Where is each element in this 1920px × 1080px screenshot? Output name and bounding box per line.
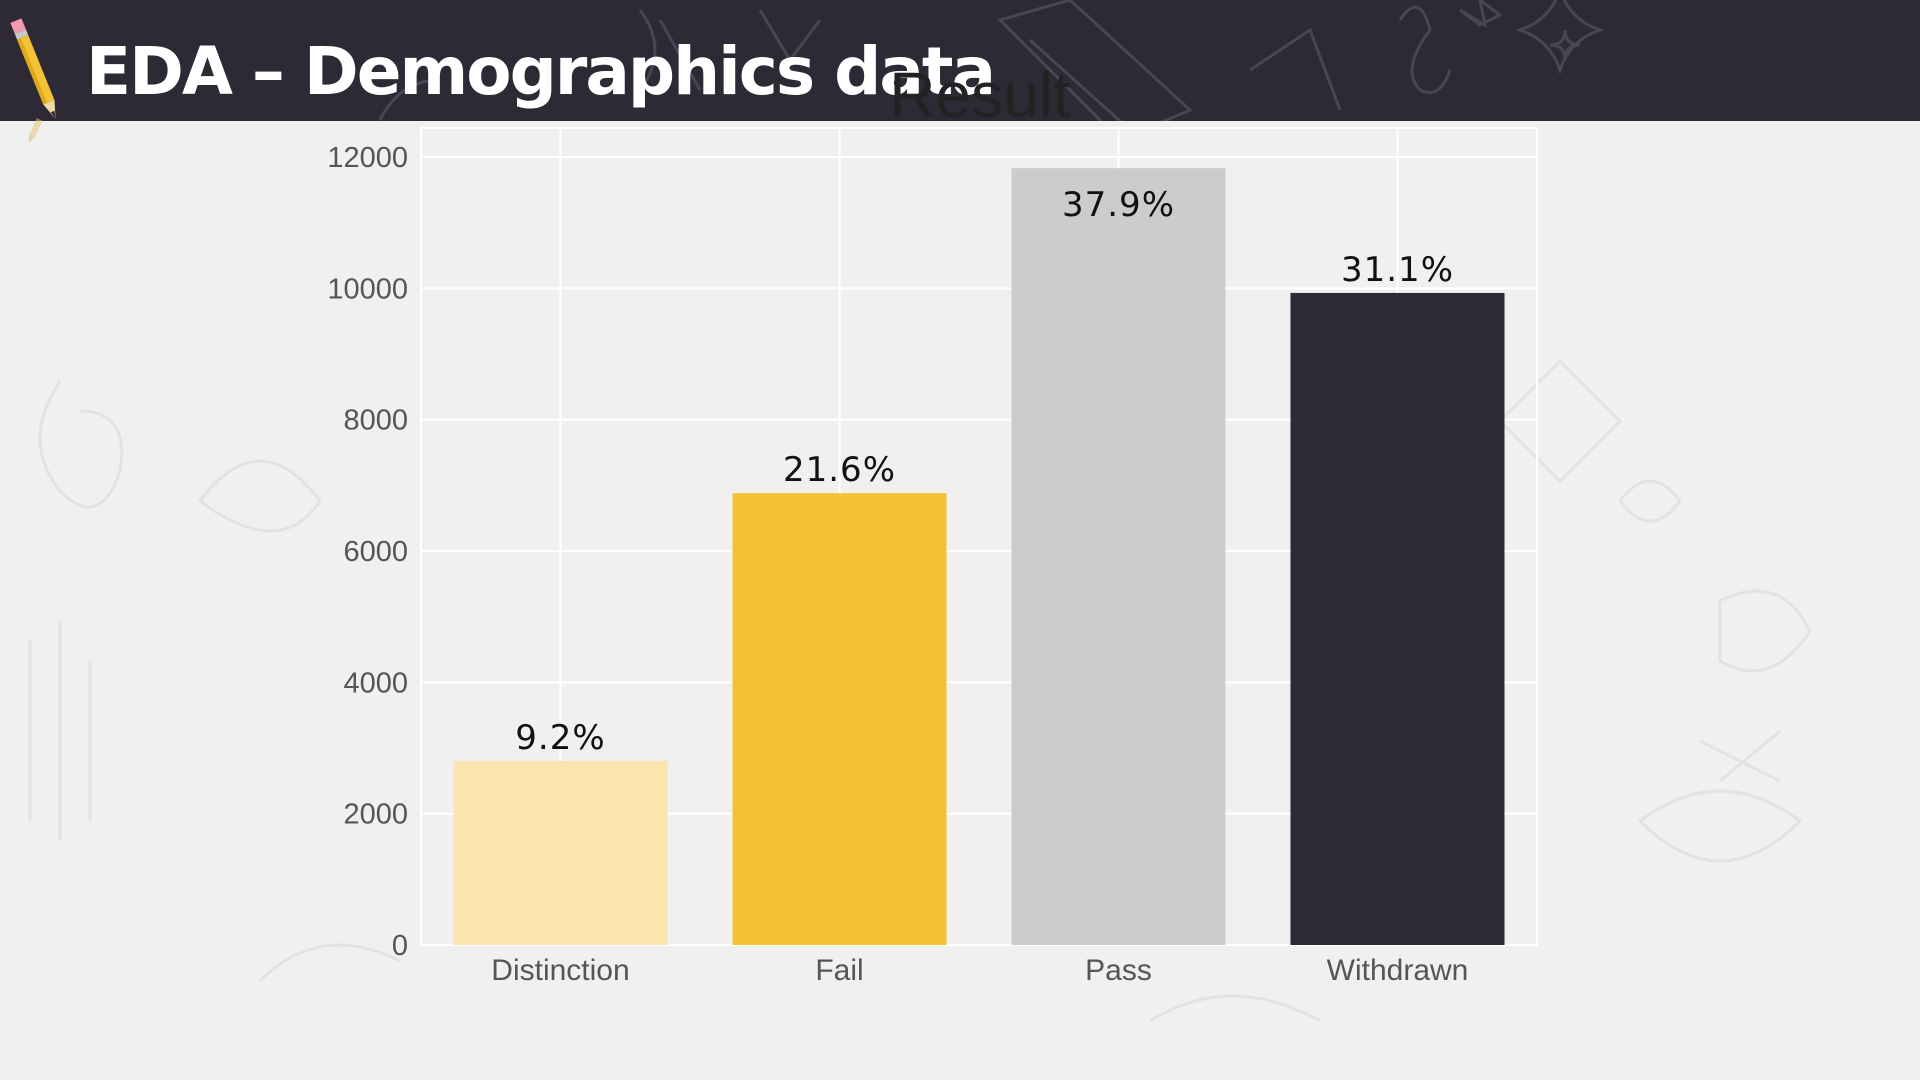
y-tick-label: 2000: [343, 799, 408, 831]
bar-data-label: 9.2%: [515, 718, 605, 758]
bar-data-label: 37.9%: [1062, 185, 1175, 225]
x-tick-label: Withdrawn: [1327, 954, 1469, 987]
bar-pass: [1011, 168, 1226, 945]
y-tick-label: 4000: [343, 667, 408, 699]
header-doodles: [378, 0, 1605, 121]
bar-fail: [732, 493, 947, 945]
bars: 9.2% 21.6% 37.9% 31.1%: [453, 168, 1505, 945]
page-title: EDA – Demographics data: [86, 33, 996, 110]
x-tick-label: Distinction: [491, 954, 629, 987]
background-doodles: [28, 358, 1812, 1023]
pencil-icon: [10, 18, 56, 144]
x-axis: Distinction Fail Pass Withdrawn: [491, 954, 1468, 987]
x-tick-label: Pass: [1085, 954, 1152, 987]
x-tick-label: Fail: [815, 954, 863, 987]
bar-distinction: [453, 761, 668, 945]
y-tick-label: 10000: [327, 273, 408, 305]
y-tick-label: 8000: [343, 405, 408, 437]
y-tick-label: 6000: [343, 536, 408, 568]
y-tick-label: 12000: [327, 142, 408, 174]
y-axis: 0 2000 4000 6000 8000 10000 12000: [327, 142, 408, 962]
chart-title: Result: [889, 59, 1071, 131]
header-bar: EDA – Demographics data: [0, 0, 1920, 121]
bar-data-label: 21.6%: [783, 450, 896, 490]
bar-withdrawn: [1290, 292, 1505, 945]
bar-data-label: 31.1%: [1341, 250, 1454, 290]
y-tick-label: 0: [392, 930, 408, 962]
